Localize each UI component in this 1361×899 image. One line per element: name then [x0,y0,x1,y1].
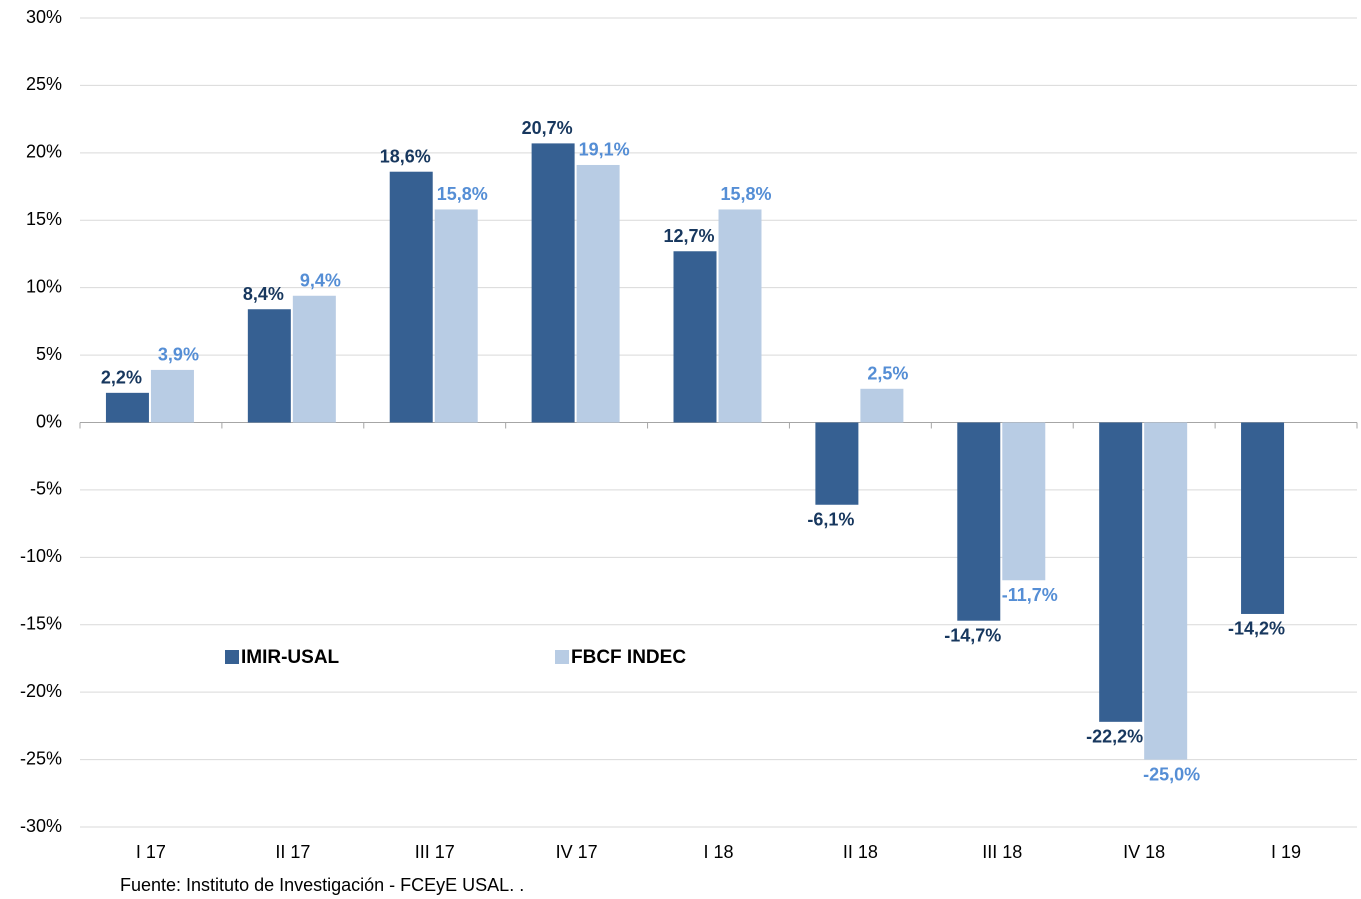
y-tick-label: 15% [26,209,62,229]
legend-label: IMIR-USAL [241,647,340,668]
bar [957,422,1001,621]
value-label: 20,7% [522,118,573,138]
bar [150,369,194,423]
bar [673,251,717,423]
x-tick-label: III 17 [415,842,455,862]
bar [1099,422,1143,722]
value-label: -11,7% [1002,585,1058,605]
y-tick-label: 0% [36,411,62,431]
y-tick-label: -30% [20,816,62,836]
bar [1144,422,1188,760]
y-tick-label: 20% [26,142,62,162]
bar [1002,422,1046,581]
y-tick-label: -5% [30,479,62,499]
value-label: 19,1% [579,140,630,160]
bar [389,171,433,423]
bar [247,309,291,423]
source-note: Fuente: Instituto de Investigación - FCE… [120,875,524,895]
value-label: 8,4% [243,284,284,304]
y-tick-label: -25% [20,748,62,768]
y-tick-label: 30% [26,7,62,27]
y-tick-label: -10% [20,546,62,566]
bar [860,388,904,423]
legend-swatch [225,650,239,664]
legend-label: FBCF INDEC [571,647,686,668]
bar [531,143,575,423]
value-label: 15,8% [720,184,771,204]
value-label: -25,0% [1143,764,1200,784]
x-tick-label: I 18 [703,842,733,862]
value-label: -14,7% [944,625,1001,645]
x-tick-label: IV 18 [1123,842,1165,862]
value-label: -6,1% [807,509,854,529]
bar [815,422,859,505]
x-tick-label: II 18 [843,842,878,862]
value-label: -22,2% [1086,727,1143,747]
bar [434,209,478,423]
x-tick-label: I 19 [1271,842,1301,862]
y-tick-label: -20% [20,681,62,701]
legend-swatch [555,650,569,664]
value-label: 9,4% [300,271,341,291]
y-tick-label: 25% [26,74,62,94]
value-label: 2,2% [101,368,142,388]
bar [718,209,762,423]
bar [292,295,336,423]
value-label: -14,2% [1228,619,1285,639]
value-label: 2,5% [867,364,908,384]
bar [1241,422,1285,614]
y-tick-label: 10% [26,276,62,296]
value-label: 18,6% [380,146,431,166]
value-label: 15,8% [437,184,488,204]
x-tick-label: II 17 [275,842,310,862]
x-tick-label: III 18 [982,842,1022,862]
bar [576,164,620,423]
bar [105,392,149,423]
value-label: 3,9% [158,345,199,365]
x-tick-label: I 17 [136,842,166,862]
y-tick-label: 5% [36,344,62,364]
value-label: 12,7% [663,226,714,246]
x-tick-label: IV 17 [556,842,598,862]
y-tick-label: -15% [20,614,62,634]
